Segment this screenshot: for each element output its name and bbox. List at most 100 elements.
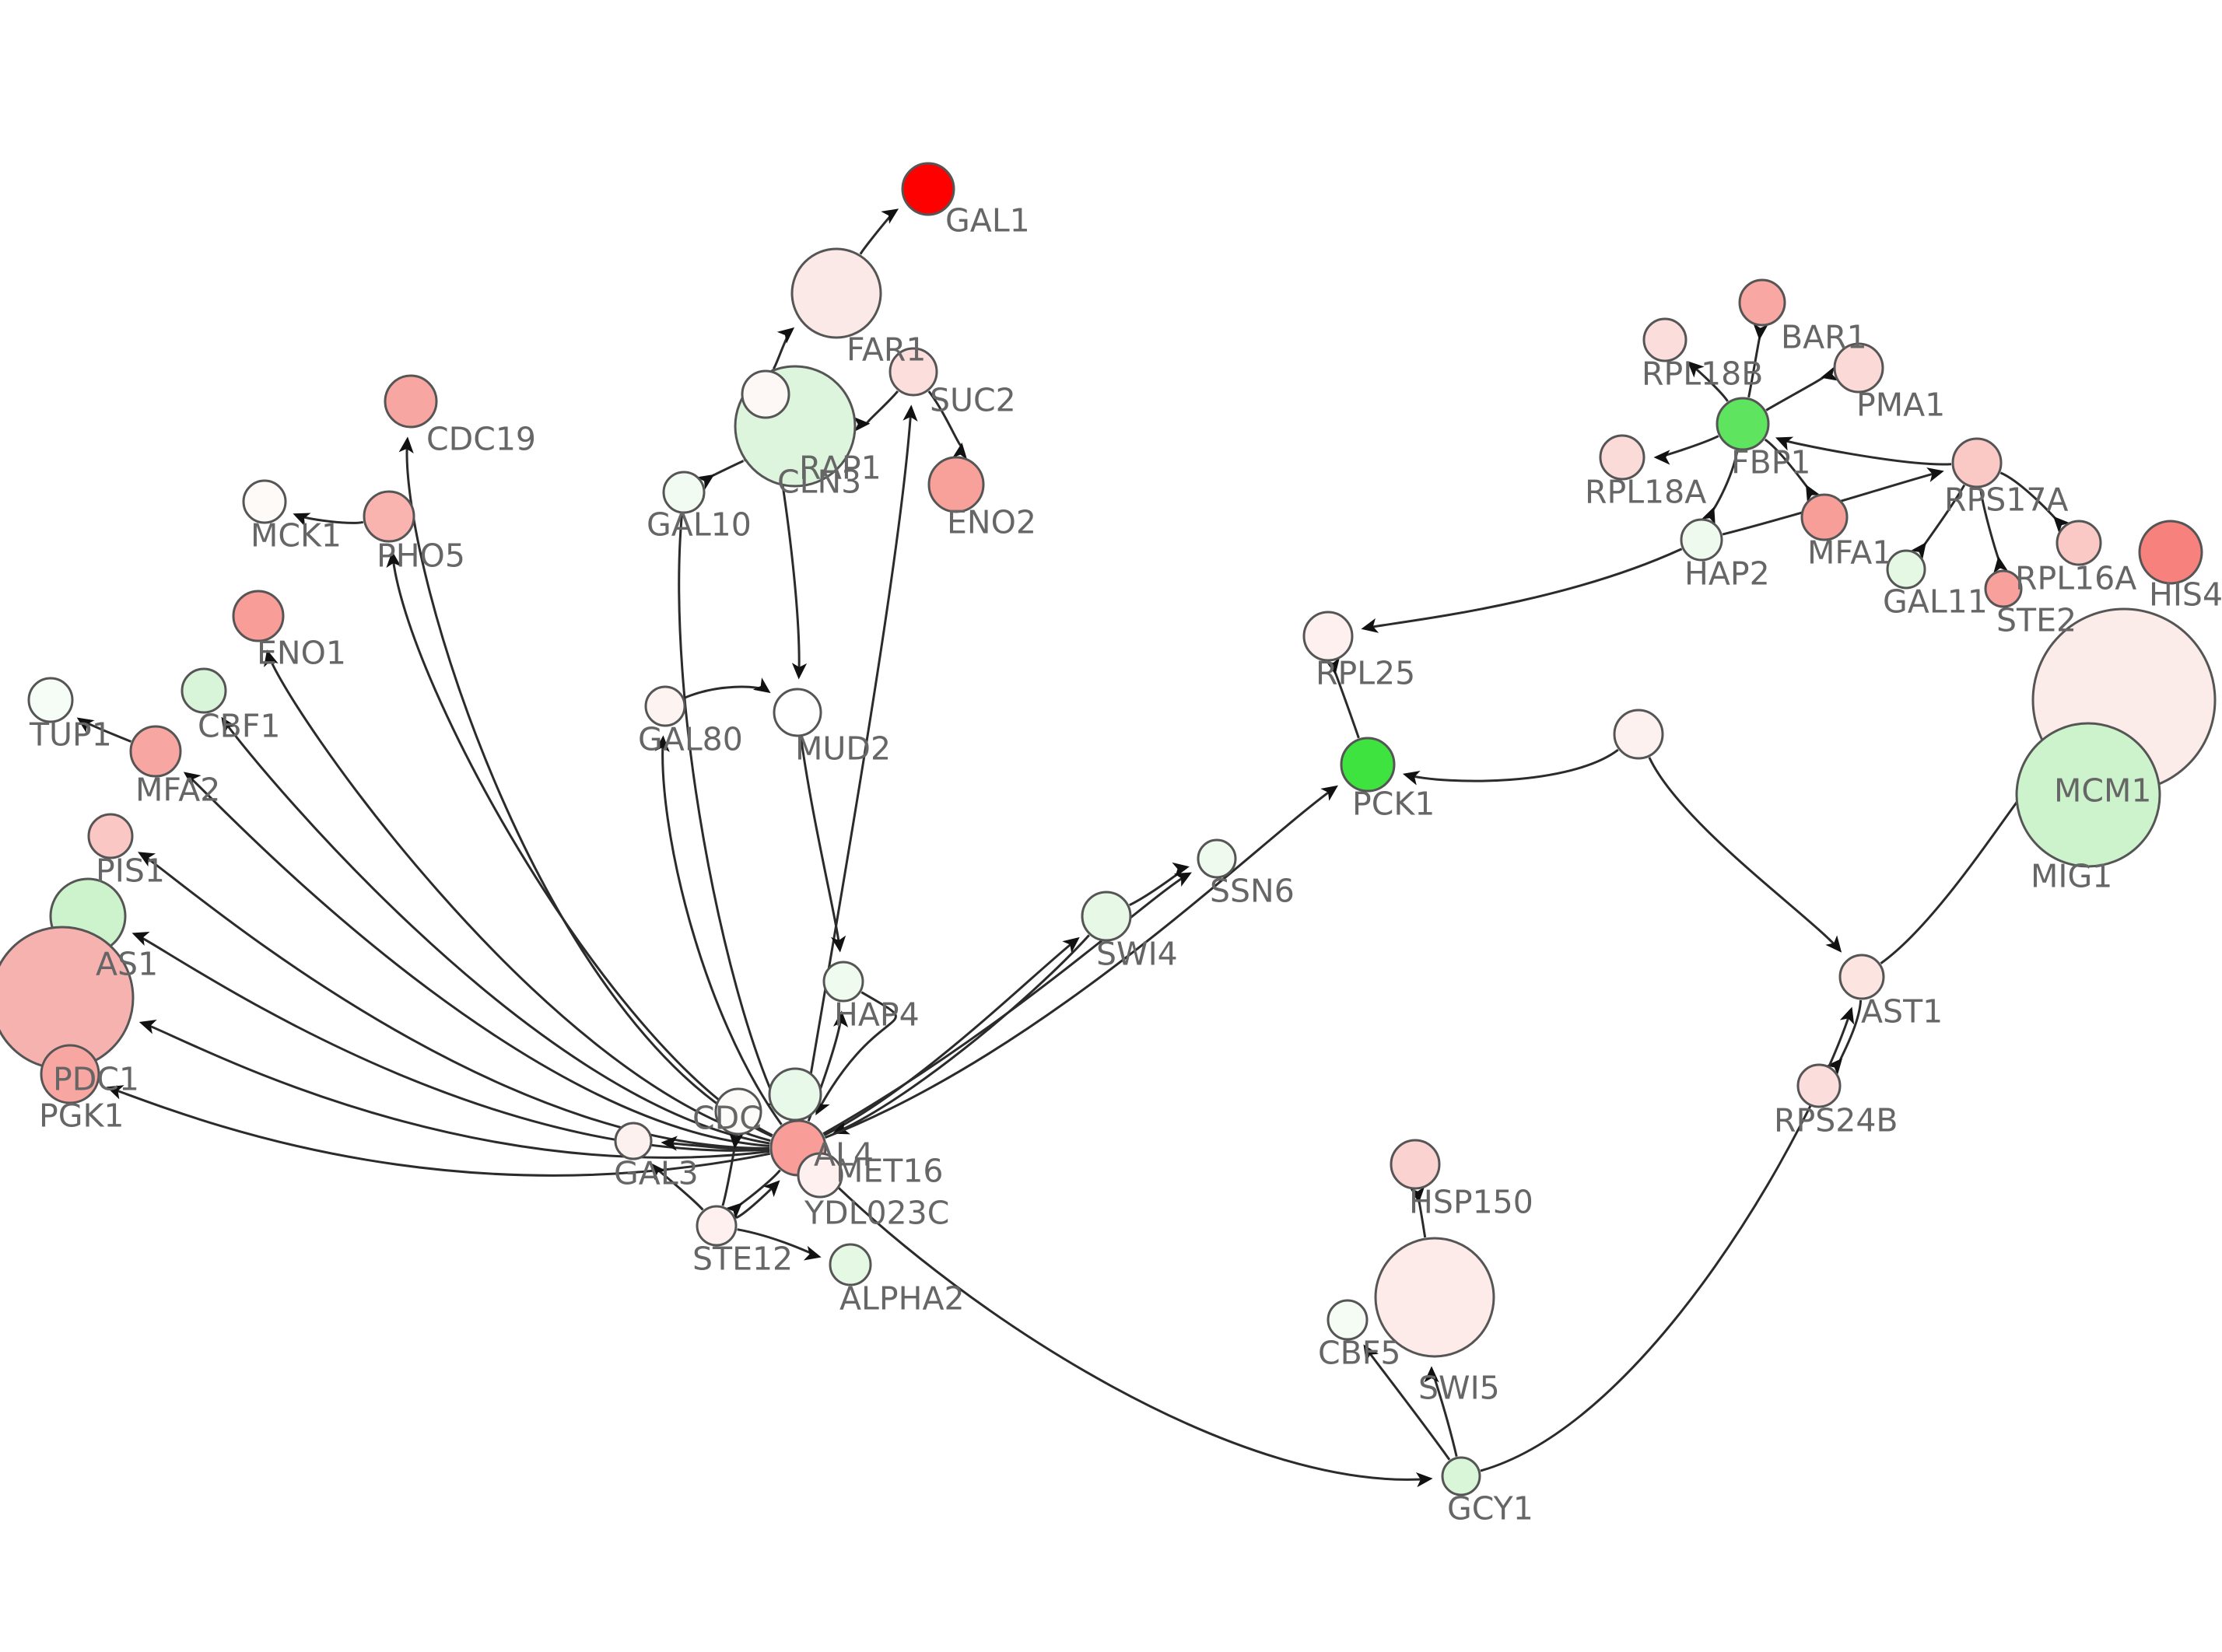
node-label-gal1: GAL1: [945, 201, 1030, 239]
edge: [735, 1180, 780, 1220]
node-hap4[interactable]: [822, 961, 864, 1003]
node-ste2[interactable]: [1984, 569, 2023, 608]
node-pma1[interactable]: [1833, 342, 1884, 394]
node-label-ste12: STE12: [692, 1240, 793, 1277]
edge: [131, 932, 770, 1152]
node-rpl16a[interactable]: [2056, 520, 2102, 566]
node-bar1[interactable]: [1738, 278, 1786, 327]
node-label-cdc19: CDC19: [426, 420, 536, 457]
node-cdc[interactable]: [714, 1087, 762, 1136]
node-ast1[interactable]: [1838, 954, 1885, 1000]
node-mfa2[interactable]: [129, 725, 182, 778]
edge: [1826, 999, 1863, 1076]
node-ste12[interactable]: [696, 1205, 738, 1247]
node-label-cln3: CLN3: [777, 463, 861, 500]
node-cbf1[interactable]: [180, 667, 227, 714]
node-cdc19[interactable]: [384, 374, 438, 429]
node-rps17a[interactable]: [1951, 437, 2003, 488]
node-rpl18a[interactable]: [1599, 434, 1645, 481]
node-fbp1[interactable]: [1716, 397, 1770, 451]
edge: [1402, 748, 1619, 786]
node-gal10[interactable]: [662, 471, 706, 514]
node-far1[interactable]: [790, 247, 882, 339]
node-label-gal11: GAL11: [1883, 583, 1988, 620]
node-label-hap4: HAP4: [834, 996, 920, 1033]
node-unlabeled[interactable]: [1613, 709, 1664, 760]
node-pho5[interactable]: [363, 490, 415, 543]
node-label-rap1: RAP1: [799, 449, 881, 486]
node-ydl023c[interactable]: [797, 1152, 843, 1199]
node-label-met16: MET16: [836, 1152, 944, 1189]
edge: [1765, 366, 1838, 411]
node-label-ast1: AST1: [1861, 992, 1943, 1030]
node-ssn6[interactable]: [1197, 838, 1237, 879]
edge: [1410, 1186, 1427, 1238]
node-rpl18b[interactable]: [1642, 317, 1688, 362]
edge: [221, 716, 770, 1145]
node-gal1[interactable]: [901, 162, 955, 216]
node-gal3[interactable]: [614, 1122, 653, 1160]
node-label-gcy1: GCY1: [1447, 1489, 1533, 1527]
node-label-pdc1: PDC1: [53, 1060, 139, 1097]
edge: [815, 991, 897, 1115]
edge: [1361, 548, 1683, 633]
node-eno1[interactable]: [232, 590, 285, 642]
node-swi5[interactable]: [1374, 1237, 1495, 1358]
node-rap1[interactable]: [741, 369, 790, 419]
node-gal80[interactable]: [644, 685, 686, 727]
node-tup1[interactable]: [27, 677, 74, 723]
node-mck1[interactable]: [242, 479, 287, 524]
node-suc2[interactable]: [888, 347, 938, 397]
node-alpha2[interactable]: [829, 1243, 872, 1286]
edge: [1648, 757, 1842, 953]
node-met16[interactable]: [768, 1067, 822, 1122]
node-pis1[interactable]: [87, 813, 134, 859]
node-label-eno1: ENO1: [257, 634, 346, 671]
edge: [1701, 450, 1739, 525]
node-label-swi5: SWI5: [1418, 1369, 1500, 1406]
node-label-cdc: CDC: [692, 1099, 762, 1136]
node-label-his4: HIS4: [2149, 576, 2222, 613]
node-label-pho5: PHO5: [377, 537, 465, 574]
node-mfa1[interactable]: [1800, 493, 1849, 541]
node-label-hap2: HAP2: [1684, 555, 1770, 592]
edge: [859, 208, 899, 255]
node-his4[interactable]: [2138, 520, 2203, 585]
node-label-rpl25: RPL25: [1316, 654, 1415, 691]
node-label-swi4: SWI4: [1096, 935, 1178, 972]
node-mig1[interactable]: [2015, 722, 2161, 868]
node-gcy1[interactable]: [1441, 1456, 1481, 1496]
node-hsp150[interactable]: [1390, 1139, 1441, 1190]
edge: [818, 1167, 1433, 1488]
edge: [737, 1228, 822, 1261]
edge: [106, 1085, 770, 1177]
node-pgk1[interactable]: [40, 1044, 100, 1104]
node-eno2[interactable]: [927, 456, 985, 513]
node-rpl25[interactable]: [1302, 611, 1354, 662]
node-cbf5[interactable]: [1327, 1299, 1369, 1341]
node-gal11[interactable]: [1886, 549, 1926, 590]
node-label-rpl18b: RPL18B: [1642, 355, 1763, 392]
edge: [654, 735, 783, 1125]
node-swi4[interactable]: [1081, 891, 1132, 942]
node-label-suc2: SUC2: [930, 381, 1016, 418]
edge: [183, 772, 770, 1147]
node-label-al4: AL4: [814, 1136, 874, 1173]
node-label-eno2: ENO2: [947, 503, 1036, 541]
edge: [1363, 1344, 1451, 1461]
edge: [1687, 361, 1729, 402]
node-pck1[interactable]: [1340, 737, 1396, 793]
node-mud2[interactable]: [773, 688, 822, 737]
node-layer: [0, 162, 2217, 1496]
node-rps24b[interactable]: [1796, 1063, 1842, 1108]
node-label-mud2: MUD2: [795, 730, 891, 767]
node-hap2[interactable]: [1680, 518, 1723, 562]
node-label-gal3: GAL3: [614, 1154, 699, 1192]
edge: [138, 1020, 770, 1159]
edge: [76, 717, 131, 743]
node-label-pck1: PCK1: [1352, 785, 1435, 822]
node-label-mck1: MCK1: [251, 516, 342, 554]
